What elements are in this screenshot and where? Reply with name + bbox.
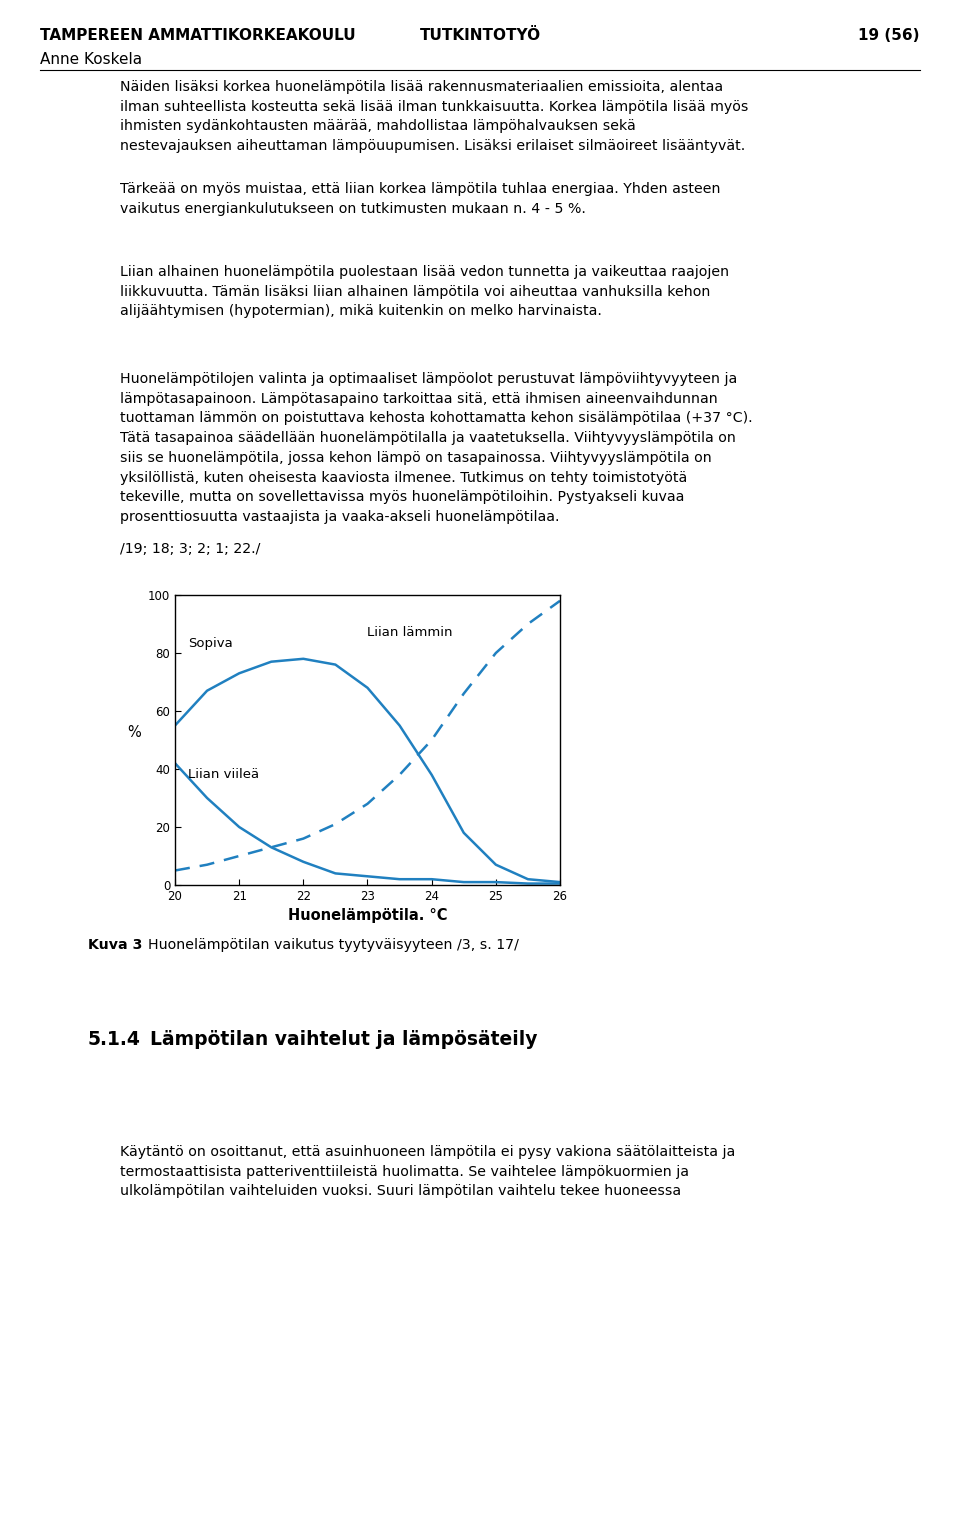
Text: /19; 18; 3; 2; 1; 22./: /19; 18; 3; 2; 1; 22./ — [120, 542, 260, 556]
Text: Huonelämpötilan vaikutus tyytyväisyyteen /3, s. 17/: Huonelämpötilan vaikutus tyytyväisyyteen… — [148, 939, 518, 952]
Text: Sopiva: Sopiva — [188, 637, 232, 650]
Text: TAMPEREEN AMMATTIKORKEAKOULU: TAMPEREEN AMMATTIKORKEAKOULU — [40, 27, 355, 42]
Text: TUTKINTOTYÖ: TUTKINTOTYÖ — [420, 27, 540, 42]
Text: Kuva 3: Kuva 3 — [88, 939, 142, 952]
Y-axis label: %: % — [127, 725, 141, 740]
Text: Liian alhainen huonelämpötila puolestaan lisää vedon tunnetta ja vaikeuttaa raaj: Liian alhainen huonelämpötila puolestaan… — [120, 265, 730, 318]
Text: Huonelämpötilojen valinta ja optimaaliset lämpöolot perustuvat lämpöviihtyvyytee: Huonelämpötilojen valinta ja optimaalise… — [120, 372, 753, 524]
Text: Liian lämmin: Liian lämmin — [368, 625, 453, 639]
Text: Tärkeää on myös muistaa, että liian korkea lämpötila tuhlaa energiaa. Yhden aste: Tärkeää on myös muistaa, että liian kork… — [120, 182, 721, 215]
Text: 19 (56): 19 (56) — [858, 27, 920, 42]
Text: Lämpötilan vaihtelut ja lämpösäteily: Lämpötilan vaihtelut ja lämpösäteily — [150, 1030, 538, 1049]
Text: Käytäntö on osoittanut, että asuinhuoneen lämpötila ei pysy vakiona säätölaittei: Käytäntö on osoittanut, että asuinhuonee… — [120, 1145, 735, 1199]
Text: Näiden lisäksi korkea huonelämpötila lisää rakennusmateriaalien emissioita, alen: Näiden lisäksi korkea huonelämpötila lis… — [120, 80, 749, 153]
Text: Anne Koskela: Anne Koskela — [40, 51, 142, 67]
Text: 5.1.4: 5.1.4 — [88, 1030, 141, 1049]
Text: Liian viileä: Liian viileä — [188, 768, 259, 781]
X-axis label: Huonelämpötila. °C: Huonelämpötila. °C — [288, 908, 447, 924]
